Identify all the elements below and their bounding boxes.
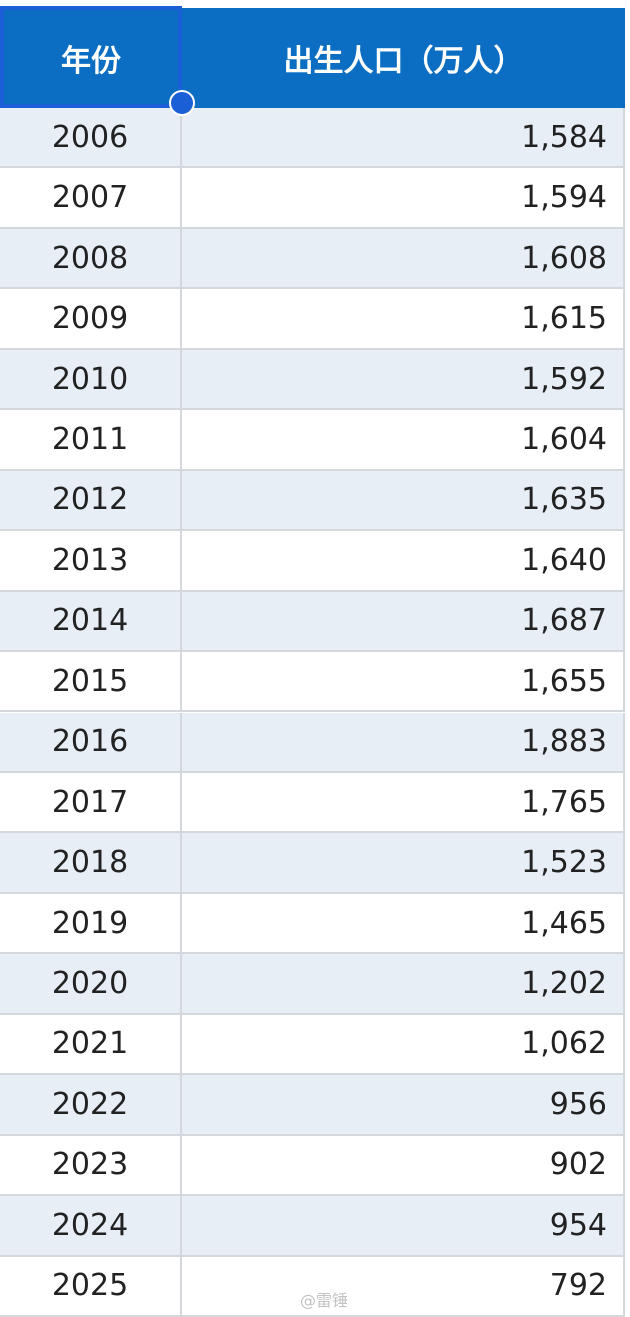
births-cell[interactable]: 1,640 <box>182 531 625 592</box>
births-cell[interactable]: 1,523 <box>182 833 625 894</box>
births-cell[interactable]: 1,615 <box>182 289 625 350</box>
births-cell[interactable]: 1,687 <box>182 591 625 653</box>
births-cell[interactable]: 1,584 <box>182 108 625 169</box>
year-cell[interactable]: 2017 <box>0 772 182 834</box>
year-cell[interactable]: 2025 <box>0 1256 182 1317</box>
year-cell[interactable]: 2014 <box>0 591 182 653</box>
births-cell[interactable]: 1,594 <box>182 168 625 229</box>
births-cell[interactable]: 792 <box>182 1256 625 1317</box>
year-cell[interactable]: 2020 <box>0 954 182 1015</box>
births-cell[interactable]: 1,202 <box>182 954 625 1015</box>
births-cell[interactable]: 1,608 <box>182 228 625 290</box>
year-cell[interactable]: 2012 <box>0 470 182 532</box>
selection-border <box>0 6 182 108</box>
year-cell[interactable]: 2016 <box>0 712 182 773</box>
year-cell[interactable]: 2018 <box>0 833 182 894</box>
year-cell[interactable]: 2007 <box>0 168 182 229</box>
year-cell[interactable]: 2011 <box>0 410 182 471</box>
year-cell[interactable]: 2022 <box>0 1075 182 1136</box>
year-cell[interactable]: 2024 <box>0 1196 182 1257</box>
year-cell[interactable]: 2021 <box>0 1014 182 1076</box>
header-cell[interactable]: 年份 <box>0 8 182 108</box>
year-cell[interactable]: 2019 <box>0 893 182 955</box>
births-cell[interactable]: 1,765 <box>182 772 625 834</box>
births-cell[interactable]: 956 <box>182 1075 625 1136</box>
selection-handle[interactable] <box>169 90 195 116</box>
births-cell[interactable]: 1,655 <box>182 652 625 713</box>
births-cell[interactable]: 902 <box>182 1135 625 1197</box>
year-cell[interactable]: 2006 <box>0 108 182 169</box>
year-cell[interactable]: 2023 <box>0 1135 182 1197</box>
births-cell[interactable]: 1,062 <box>182 1014 625 1076</box>
year-cell[interactable]: 2013 <box>0 531 182 592</box>
births-cell[interactable]: 1,592 <box>182 349 625 411</box>
births-cell[interactable]: 1,604 <box>182 410 625 471</box>
watermark: @雷锤 <box>300 1291 349 1310</box>
year-cell[interactable]: 2015 <box>0 652 182 713</box>
header-cell[interactable]: 出生人口（万人） <box>182 8 625 108</box>
year-cell[interactable]: 2009 <box>0 289 182 350</box>
births-cell[interactable]: 954 <box>182 1196 625 1257</box>
births-cell[interactable]: 1,883 <box>182 712 625 773</box>
births-cell[interactable]: 1,635 <box>182 470 625 532</box>
year-cell[interactable]: 2010 <box>0 349 182 411</box>
births-cell[interactable]: 1,465 <box>182 893 625 955</box>
year-cell[interactable]: 2008 <box>0 228 182 290</box>
